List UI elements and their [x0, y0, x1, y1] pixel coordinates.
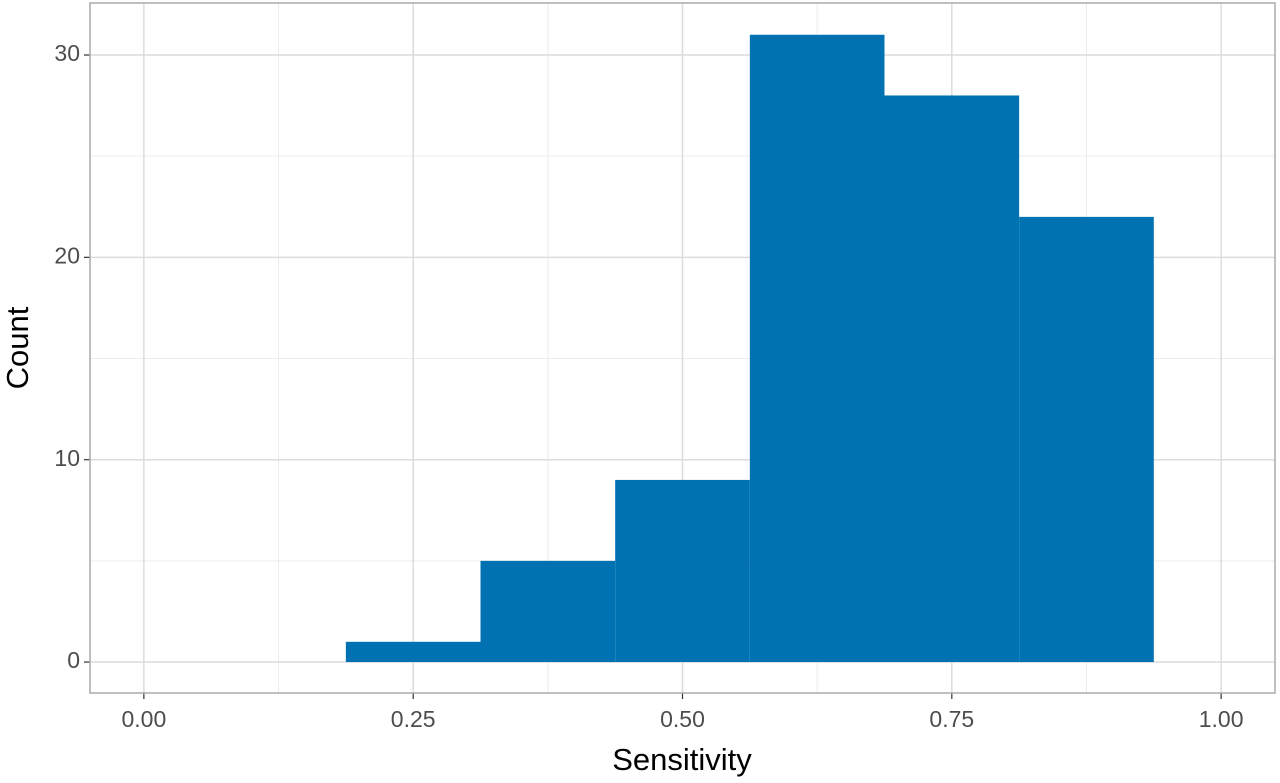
bar [1019, 216, 1154, 663]
x-axis-title: Sensitivity [612, 742, 752, 777]
y-tick-label: 20 [54, 242, 80, 268]
bar [480, 560, 616, 663]
x-tick-label: 0.50 [660, 706, 705, 732]
x-tick-label: 0.00 [121, 706, 166, 732]
y-tick-label: 0 [67, 647, 80, 673]
bar [749, 34, 885, 663]
bar [884, 95, 1020, 663]
y-axis-title: Count [0, 306, 35, 389]
x-tick-label: 1.00 [1199, 706, 1244, 732]
bar [345, 641, 481, 663]
y-tick-label: 30 [54, 40, 80, 66]
bar [615, 479, 750, 663]
panel-border [89, 2, 1276, 694]
y-tick-label: 10 [54, 445, 80, 471]
x-tick-label: 0.75 [929, 706, 974, 732]
x-tick-label: 0.25 [391, 706, 436, 732]
